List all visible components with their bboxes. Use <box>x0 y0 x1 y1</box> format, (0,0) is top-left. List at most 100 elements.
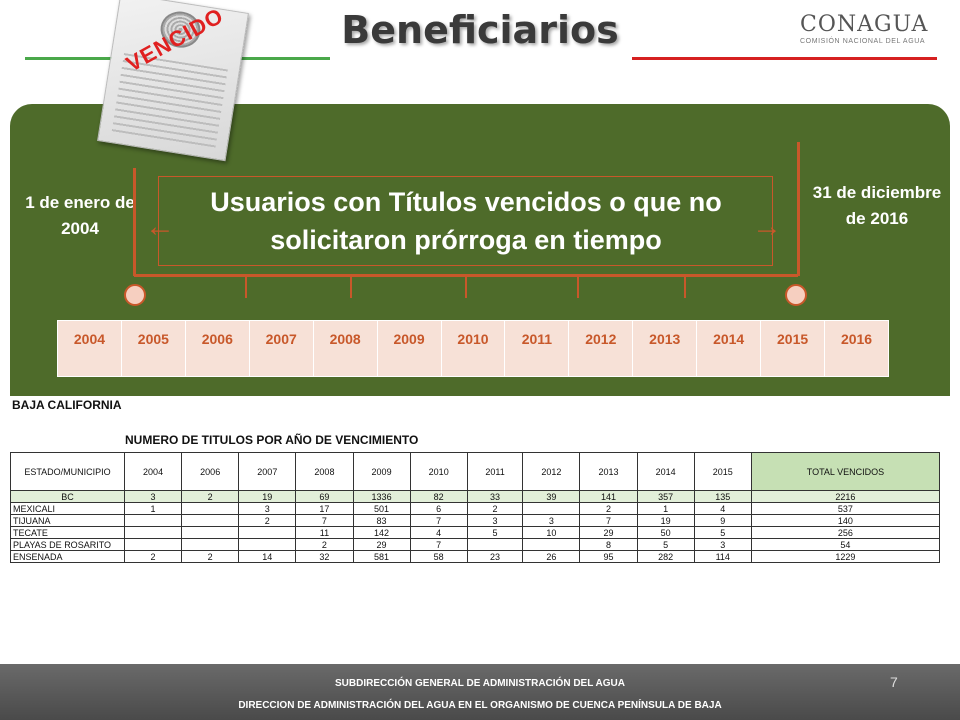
value-cell: 82 <box>409 490 468 503</box>
value-cell: 19 <box>238 490 297 503</box>
year-cell: 2010 <box>440 320 506 377</box>
year-cell: 2006 <box>184 320 250 377</box>
value-cell: 50 <box>636 526 695 539</box>
year-cell: 2004 <box>57 320 122 377</box>
slide-header: Beneficiarios CONAGUA COMISIÓN NACIONAL … <box>0 0 960 70</box>
value-cell: 135 <box>693 490 752 503</box>
value-cell: 69 <box>295 490 354 503</box>
value-cell: 142 <box>352 526 411 539</box>
year-cell: 2015 <box>760 320 826 377</box>
footer-line-1: SUBDIRECCIÓN GENERAL DE ADMINISTRACIÓN D… <box>334 678 625 689</box>
value-cell <box>238 526 297 539</box>
value-cell: 3 <box>522 514 581 527</box>
row-name-cell: ENSENADA <box>10 550 125 563</box>
row-name-cell: TIJUANA <box>10 514 125 527</box>
value-cell <box>181 502 240 515</box>
timeline-end-dot <box>785 284 807 306</box>
value-cell: 9 <box>693 514 752 527</box>
value-cell: 29 <box>352 538 411 551</box>
value-cell: 39 <box>522 490 581 503</box>
row-name-cell: TECATE <box>10 526 125 539</box>
value-cell: 83 <box>352 514 411 527</box>
value-cell: 3 <box>466 514 524 527</box>
timeline-start-label: 1 de enero de 2004 <box>25 193 135 238</box>
value-cell <box>466 538 524 551</box>
conagua-logo: CONAGUA COMISIÓN NACIONAL DEL AGUA <box>800 12 960 45</box>
column-header: 2015 <box>693 452 752 491</box>
logo-subtitle: COMISIÓN NACIONAL DEL AGUA <box>800 38 926 45</box>
value-cell <box>123 526 183 539</box>
value-cell: 5 <box>693 526 752 539</box>
value-cell: 29 <box>579 526 638 539</box>
table-title: NUMERO DE TITULOS POR AÑO DE VENCIMIENTO <box>125 433 419 447</box>
value-cell: 32 <box>295 550 354 563</box>
row-name-cell: PLAYAS DE ROSARITO <box>10 538 125 551</box>
table-row: PLAYAS DE ROSARITO 2 29 7 8 5 3 54 <box>10 538 941 551</box>
value-cell <box>522 538 581 551</box>
value-cell: 54 <box>750 538 941 551</box>
table-row: TECATE 11 142 4 5 10 29 50 5 256 <box>10 526 941 539</box>
table-header-row: ESTADO/MUNICIPIO 2004 2006 2007 2008 2009 2010… <box>10 452 941 491</box>
year-cell: 2011 <box>504 320 570 377</box>
value-cell: 1 <box>636 502 695 515</box>
value-cell: 95 <box>579 550 638 563</box>
year-cell: 2005 <box>120 320 186 377</box>
timeline-tick <box>684 276 686 298</box>
timeline-tick <box>465 276 467 298</box>
value-cell: 3 <box>238 502 297 515</box>
value-cell <box>123 538 183 551</box>
logo-name: CONAGUA <box>800 12 929 37</box>
expired-title-document-image: VENCIDO <box>97 0 249 162</box>
value-cell: 3 <box>693 538 752 551</box>
timeline-end-line <box>797 142 800 276</box>
value-cell: 2 <box>295 538 354 551</box>
year-cell: 2007 <box>248 320 314 377</box>
arrow-right-icon: → <box>752 210 782 243</box>
value-cell: 7 <box>579 514 638 527</box>
value-cell: 33 <box>466 490 524 503</box>
timeline-description: Usuarios con Títulos vencidos o que no s… <box>210 187 722 255</box>
year-cell: 2008 <box>312 320 378 377</box>
row-name-cell: MEXICALI <box>10 502 125 515</box>
value-cell <box>522 502 581 515</box>
timeline-start-line <box>133 168 136 276</box>
value-cell: 14 <box>238 550 297 563</box>
timeline-tick <box>245 276 247 298</box>
value-cell: 19 <box>636 514 695 527</box>
year-cell: 2009 <box>376 320 442 377</box>
value-cell: 2 <box>181 490 240 503</box>
value-cell: 4 <box>693 502 752 515</box>
timeline-axis <box>134 274 798 277</box>
value-cell: 23 <box>466 550 524 563</box>
column-header: 2011 <box>466 452 524 491</box>
value-cell: 581 <box>352 550 411 563</box>
column-header: ESTADO/MUNICIPIO <box>10 452 125 491</box>
timeline-tick <box>350 276 352 298</box>
value-cell: 1 <box>123 502 183 515</box>
value-cell: 357 <box>636 490 695 503</box>
value-cell: 7 <box>409 538 468 551</box>
timeline-tick <box>577 276 579 298</box>
value-cell: 537 <box>750 502 941 515</box>
value-cell: 7 <box>295 514 354 527</box>
value-cell: 17 <box>295 502 354 515</box>
column-header: 2013 <box>579 452 638 491</box>
value-cell: 5 <box>636 538 695 551</box>
table-body: BC 3 2 19 69 1336 82 33 39 141 357 135 2216 MEXICALI 1… <box>10 490 941 563</box>
footer-line-2: DIRECCION DE ADMINISTRACIÓN DEL AGUA EN … <box>238 700 722 711</box>
value-cell: 2 <box>123 550 183 563</box>
page-number: 7 <box>890 674 898 690</box>
column-header: 2014 <box>636 452 695 491</box>
column-header: 2009 <box>352 452 411 491</box>
year-cell: 2014 <box>696 320 762 377</box>
value-cell <box>123 514 183 527</box>
value-cell: 7 <box>409 514 468 527</box>
value-cell: 1336 <box>352 490 411 503</box>
value-cell: 2 <box>181 550 240 563</box>
expired-titles-table: ESTADO/MUNICIPIO 2004 2006 2007 2008 2009 2010… <box>10 452 941 563</box>
header-red-line <box>632 57 937 60</box>
value-cell: 2 <box>466 502 524 515</box>
timeline-bracket <box>158 176 773 266</box>
arrow-left-icon: ← <box>145 210 175 243</box>
value-cell: 11 <box>295 526 354 539</box>
